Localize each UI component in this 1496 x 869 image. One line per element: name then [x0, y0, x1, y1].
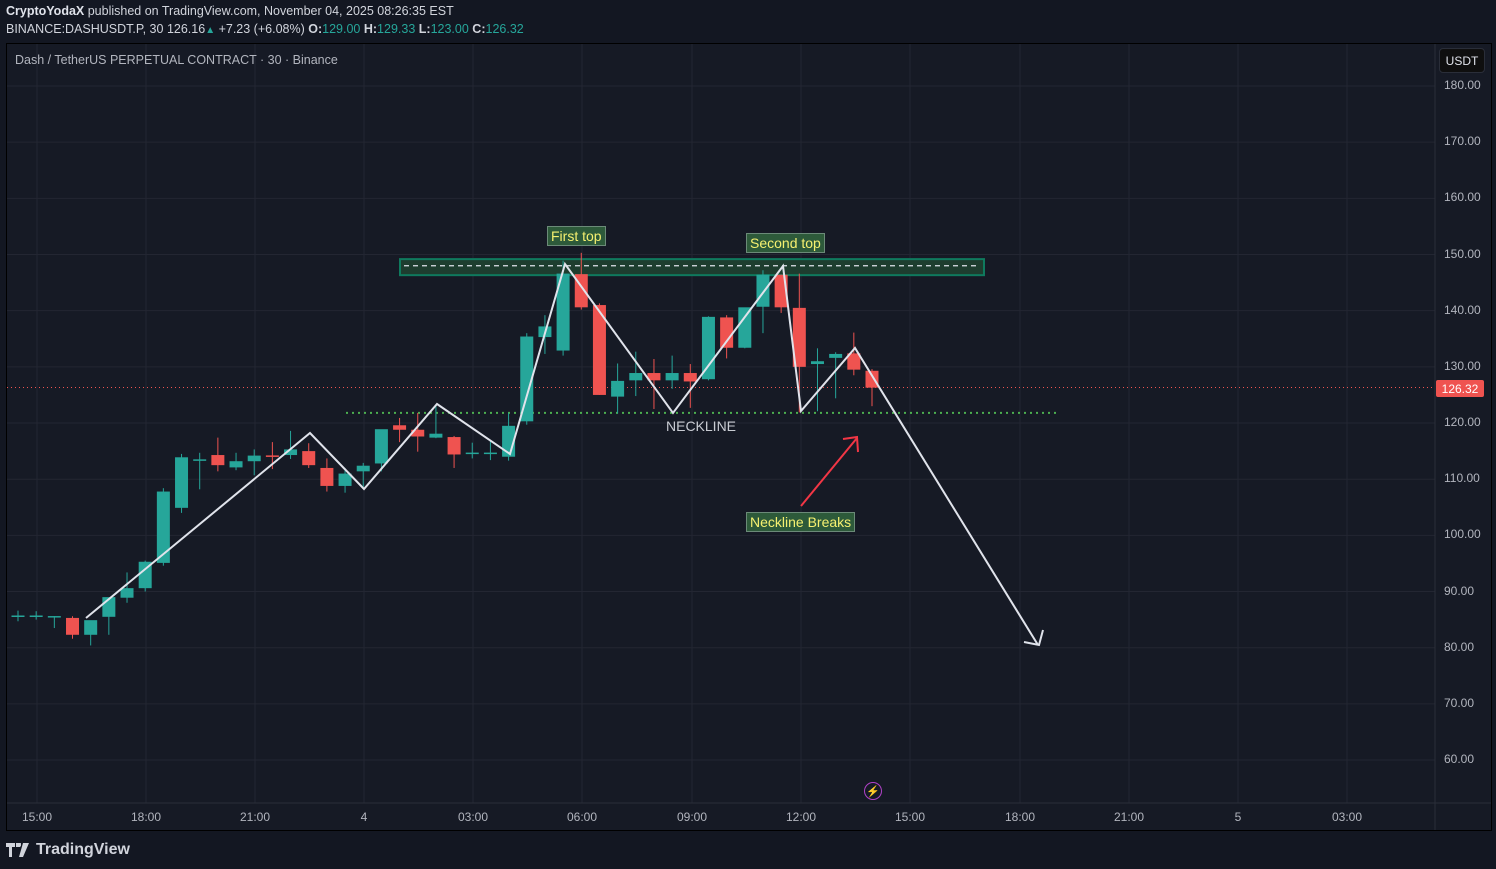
time-tick: 12:00 [785, 810, 817, 824]
first-top-label[interactable]: First top [547, 226, 606, 246]
open-label: O: [308, 22, 323, 36]
price-tick: 110.00 [1444, 471, 1480, 486]
open-value: 129.00 [322, 22, 361, 36]
price-tick: 90.00 [1444, 583, 1475, 598]
time-tick: 09:00 [676, 810, 708, 824]
neckline-breaks-label[interactable]: Neckline Breaks [746, 512, 856, 532]
price-tick: 180.00 [1444, 78, 1481, 92]
time-tick: 21:00 [1113, 810, 1145, 824]
symbol-info: BINANCE:DASHUSDT.P, 30 126.16▲ +7.23 (+6… [6, 22, 524, 36]
price-tick: 160.00 [1444, 190, 1481, 205]
current-price-tag: 126.32 [1436, 380, 1484, 397]
publish-info: CryptoYodaX published on TradingView.com… [6, 4, 454, 18]
close-label: C: [472, 22, 486, 36]
price-tick: 150.00 [1444, 246, 1481, 261]
price-tick: 70.00 [1444, 695, 1475, 710]
lightning-icon[interactable]: ⚡ [864, 782, 882, 800]
symbol: BINANCE:DASHUSDT.P, 30 [6, 22, 164, 36]
chart-frame[interactable] [6, 43, 1492, 831]
currency-button[interactable]: USDT [1439, 48, 1485, 73]
price-tick: 170.00 [1444, 134, 1481, 149]
tradingview-logo[interactable]: TradingView [6, 841, 130, 859]
tradingview-logo-icon [6, 843, 29, 857]
time-tick: 18:00 [130, 810, 162, 824]
time-tick: 15:00 [21, 810, 53, 824]
close-value: 126.32 [485, 22, 524, 36]
high-label: H: [363, 22, 378, 36]
logo-text: TradingView [36, 841, 130, 858]
price-tick: 100.00 [1444, 527, 1481, 542]
low-label: L: [418, 22, 431, 36]
time-tick: 18:00 [1004, 810, 1036, 824]
neckline-label[interactable]: NECKLINE [666, 418, 737, 434]
time-tick: 21:00 [239, 810, 271, 824]
high-value: 129.33 [377, 22, 416, 36]
time-tick: 5 [1234, 810, 1242, 824]
up-triangle-icon: ▲ [205, 25, 216, 36]
published-text: published on TradingView.com, November 0… [87, 4, 454, 18]
time-tick: 15:00 [894, 810, 926, 824]
price-tick: 120.00 [1444, 415, 1481, 430]
price-tick: 60.00 [1444, 752, 1475, 767]
time-tick: 4 [360, 810, 368, 824]
last-price: 126.16 [166, 22, 206, 36]
chart-title: Dash / TetherUS PERPETUAL CONTRACT · 30 … [15, 53, 338, 67]
low-value: 123.00 [430, 22, 469, 36]
author-name[interactable]: CryptoYodaX [6, 4, 85, 18]
price-change: +7.23 (+6.08%) [218, 22, 305, 36]
price-tick: 140.00 [1444, 302, 1481, 317]
price-tick: 80.00 [1444, 639, 1475, 654]
time-tick: 03:00 [1331, 810, 1363, 824]
time-tick: 06:00 [566, 810, 598, 824]
second-top-label[interactable]: Second top [746, 233, 825, 253]
time-tick: 03:00 [457, 810, 489, 824]
price-tick: 130.00 [1444, 358, 1481, 373]
